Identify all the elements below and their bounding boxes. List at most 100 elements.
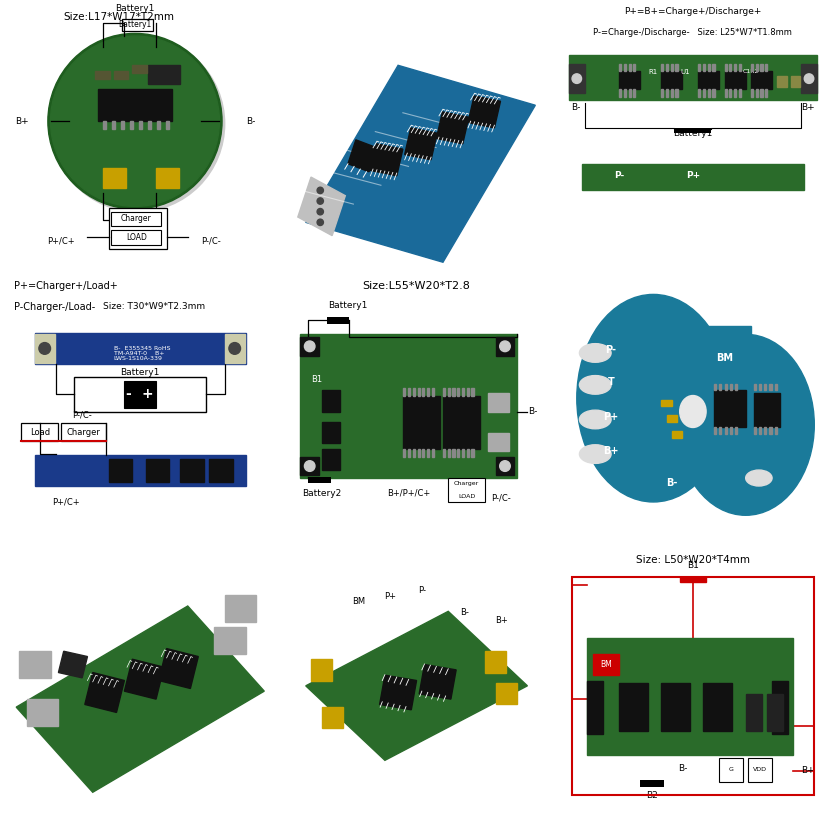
- Bar: [766, 694, 782, 731]
- Circle shape: [51, 36, 224, 212]
- Text: P+/C+: P+/C+: [47, 236, 75, 245]
- Bar: [711, 64, 714, 71]
- Bar: [224, 595, 256, 622]
- Bar: [734, 384, 736, 390]
- Bar: [457, 449, 459, 457]
- Text: Size: T30*W9*T2.3mm: Size: T30*W9*T2.3mm: [104, 302, 205, 311]
- Bar: [713, 384, 715, 390]
- Bar: [703, 683, 732, 731]
- Text: P-/C-: P-/C-: [72, 411, 92, 420]
- Text: B-: B-: [527, 407, 537, 416]
- Bar: [495, 337, 513, 356]
- Circle shape: [304, 461, 315, 472]
- Text: B-  E355345 RoHS: B- E355345 RoHS: [113, 346, 170, 351]
- Bar: [132, 65, 147, 73]
- Ellipse shape: [579, 410, 610, 429]
- Polygon shape: [158, 649, 198, 689]
- Bar: [628, 89, 630, 97]
- Bar: [452, 449, 454, 457]
- Bar: [484, 651, 506, 672]
- Bar: [628, 64, 630, 71]
- Text: R1: R1: [648, 69, 657, 75]
- Bar: [326, 317, 349, 323]
- Bar: [777, 76, 786, 86]
- Text: Size:L17*W17*T2mm: Size:L17*W17*T2mm: [64, 12, 175, 22]
- Polygon shape: [306, 65, 535, 263]
- Bar: [750, 89, 752, 97]
- Bar: [753, 393, 779, 427]
- Bar: [750, 71, 771, 89]
- Text: P-: P-: [614, 171, 623, 180]
- Bar: [157, 121, 160, 129]
- Bar: [759, 89, 762, 97]
- Bar: [568, 54, 816, 100]
- Text: BM: BM: [715, 353, 732, 363]
- Text: P+=B+=Charge+/Discharge+: P+=B+=Charge+/Discharge+: [623, 7, 761, 16]
- Bar: [19, 651, 51, 678]
- Bar: [768, 384, 771, 390]
- Bar: [764, 64, 767, 71]
- Bar: [431, 449, 434, 457]
- Text: B-: B-: [666, 478, 676, 488]
- Bar: [768, 427, 771, 434]
- Text: LWS-1S10A-339: LWS-1S10A-339: [113, 356, 162, 360]
- Bar: [729, 64, 730, 71]
- Bar: [774, 384, 776, 390]
- Bar: [148, 65, 180, 84]
- Bar: [750, 64, 752, 71]
- Bar: [568, 64, 584, 93]
- Ellipse shape: [579, 375, 610, 394]
- Bar: [738, 64, 740, 71]
- Bar: [665, 64, 667, 71]
- Bar: [729, 427, 731, 434]
- Text: B-: B-: [676, 764, 686, 773]
- Bar: [763, 427, 765, 434]
- Polygon shape: [348, 140, 377, 172]
- Text: B+: B+: [15, 117, 28, 126]
- Text: B-: B-: [246, 117, 256, 126]
- Text: Battery2: Battery2: [301, 489, 341, 498]
- Bar: [675, 64, 676, 71]
- Bar: [75, 377, 206, 412]
- Bar: [753, 427, 755, 434]
- Bar: [771, 681, 787, 734]
- Bar: [763, 384, 765, 390]
- Bar: [461, 449, 464, 457]
- Bar: [104, 168, 126, 188]
- Bar: [670, 89, 672, 97]
- Bar: [224, 334, 244, 363]
- Bar: [108, 459, 132, 482]
- Bar: [495, 683, 516, 704]
- Bar: [661, 64, 662, 71]
- Text: P+: P+: [685, 171, 699, 180]
- Text: P+: P+: [383, 592, 396, 601]
- Text: LWS-2S10A-Dec: LWS-2S10A-Dec: [63, 628, 112, 648]
- Text: B-: B-: [459, 607, 468, 616]
- Bar: [713, 390, 744, 427]
- Text: BM: BM: [352, 597, 364, 606]
- Bar: [661, 71, 681, 89]
- Text: Size: L50*W20*T4mm: Size: L50*W20*T4mm: [635, 556, 749, 565]
- Bar: [180, 459, 204, 482]
- Text: LOAD: LOAD: [126, 233, 147, 242]
- Polygon shape: [297, 177, 345, 235]
- Circle shape: [571, 74, 580, 83]
- Bar: [619, 683, 647, 731]
- Polygon shape: [419, 664, 455, 700]
- Polygon shape: [58, 651, 87, 678]
- Bar: [26, 700, 58, 726]
- Bar: [755, 89, 757, 97]
- Bar: [442, 396, 479, 449]
- Bar: [633, 64, 634, 71]
- Bar: [148, 121, 152, 129]
- Bar: [665, 89, 667, 97]
- Bar: [466, 388, 469, 396]
- Bar: [426, 388, 429, 396]
- Text: Battery1: Battery1: [115, 4, 155, 13]
- Text: B-: B-: [570, 104, 580, 113]
- Text: P-: P-: [605, 346, 616, 356]
- Text: G: G: [728, 767, 733, 772]
- Circle shape: [48, 34, 222, 209]
- Bar: [633, 89, 634, 97]
- Polygon shape: [306, 611, 527, 760]
